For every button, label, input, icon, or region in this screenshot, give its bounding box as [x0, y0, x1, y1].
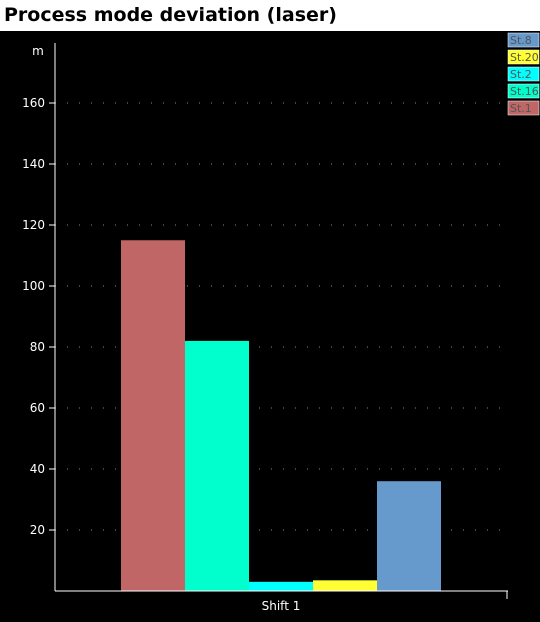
y-axis-unit-label: m	[32, 44, 44, 58]
legend-label: St.16	[510, 85, 539, 98]
bar-st1	[121, 240, 185, 591]
axes	[54, 43, 508, 599]
bar-st16	[185, 340, 249, 591]
bar-chart: 20 40 60 80 100 120 140 160 m Shift 1 St.8 St.20…	[22, 32, 540, 613]
legend-label: St.8	[510, 34, 532, 47]
legend-swatch	[507, 100, 540, 116]
legend-label: St.1	[510, 102, 532, 115]
legend-swatch	[507, 49, 540, 65]
chart-title: Process mode deviation (laser)	[4, 4, 337, 26]
y-tick-label: 20	[30, 523, 45, 537]
y-tick-label: 120	[22, 218, 45, 232]
y-tick-labels: 20 40 60 80 100 120 140 160	[22, 96, 55, 537]
y-tick-label: 60	[30, 401, 45, 415]
legend: St.8 St.20 St.2 St.16 St.1	[507, 32, 540, 116]
plot-area: 20 40 60 80 100 120 140 160 m Shift 1 St.8 St.20…	[0, 31, 540, 622]
x-tick-labels: Shift 1	[262, 599, 301, 613]
bar-st8	[377, 481, 441, 591]
y-tick-label: 40	[30, 462, 45, 476]
bar-st2	[249, 581, 313, 591]
y-tick-label: 80	[30, 340, 45, 354]
legend-swatch	[507, 83, 540, 99]
legend-label: St.2	[510, 68, 532, 81]
x-tick-label: Shift 1	[262, 599, 301, 613]
legend-swatch	[507, 32, 540, 48]
bars	[121, 240, 441, 591]
legend-label: St.20	[510, 51, 539, 64]
y-tick-label: 160	[22, 96, 45, 110]
bar-st20	[313, 580, 377, 591]
legend-swatch	[507, 66, 540, 82]
y-tick-label: 100	[22, 279, 45, 293]
y-tick-label: 140	[22, 157, 45, 171]
